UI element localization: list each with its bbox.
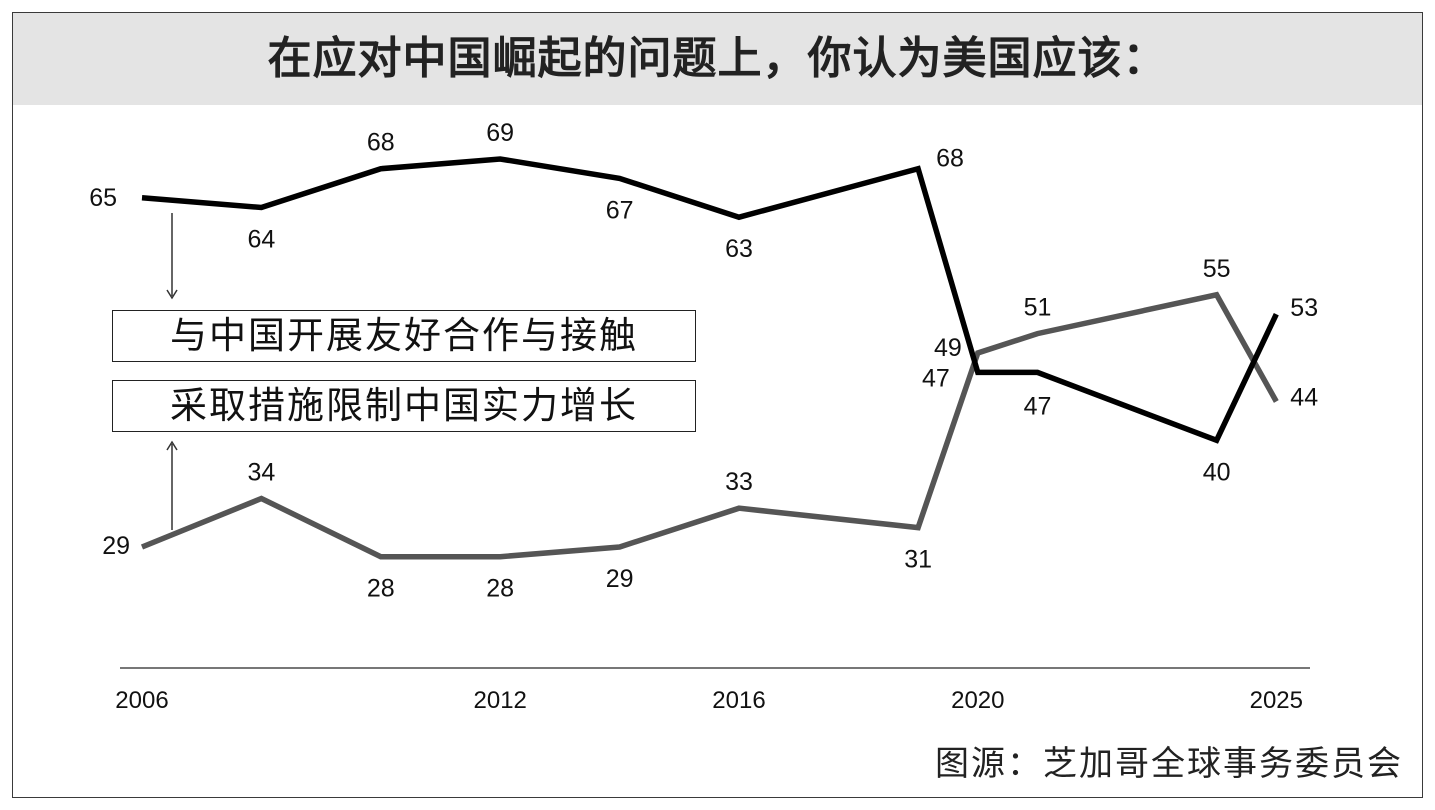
data-label-engage: 40 — [1203, 458, 1231, 486]
data-label-engage: 68 — [936, 145, 964, 173]
legend-arrowhead-engage — [166, 289, 178, 300]
data-label-limit: 29 — [102, 532, 130, 560]
data-label-limit: 51 — [1024, 294, 1052, 322]
data-label-limit: 34 — [247, 459, 275, 487]
data-label-limit: 55 — [1203, 255, 1231, 283]
data-label-engage: 47 — [922, 364, 950, 392]
x-tick-label: 2016 — [712, 687, 765, 714]
legend-engage: 与中国开展友好合作与接触 — [112, 310, 696, 362]
source-credit: 图源：芝加哥全球事务委员会 — [935, 744, 1403, 784]
data-label-limit: 33 — [725, 468, 753, 496]
data-label-limit: 28 — [486, 575, 514, 603]
legend-arrowhead-limit — [166, 440, 178, 451]
data-label-engage: 64 — [247, 226, 275, 254]
data-label-engage: 65 — [89, 184, 117, 212]
chart-title: 在应对中国崛起的问题上，你认为美国应该： — [267, 33, 1168, 84]
x-tick-label: 2020 — [951, 687, 1004, 714]
data-label-limit: 49 — [934, 334, 962, 362]
data-label-limit: 29 — [606, 565, 634, 593]
data-label-limit: 44 — [1290, 384, 1318, 412]
data-label-engage: 47 — [1024, 392, 1052, 420]
data-label-limit: 31 — [904, 546, 932, 574]
series-line-limit — [140, 291, 1279, 560]
data-label-engage: 63 — [725, 235, 753, 263]
legend-limit: 采取措施限制中国实力增长 — [112, 380, 696, 432]
data-label-engage: 69 — [486, 119, 514, 147]
data-label-engage: 68 — [367, 129, 395, 157]
x-tick-label: 2025 — [1250, 687, 1303, 714]
data-label-limit: 28 — [367, 575, 395, 603]
x-tick-label: 2006 — [115, 687, 168, 714]
title-bar — [13, 13, 1422, 105]
data-label-engage: 67 — [606, 196, 634, 224]
series-line-engage — [141, 156, 1279, 444]
data-label-engage: 53 — [1290, 294, 1318, 322]
x-tick-label: 2012 — [474, 687, 527, 714]
